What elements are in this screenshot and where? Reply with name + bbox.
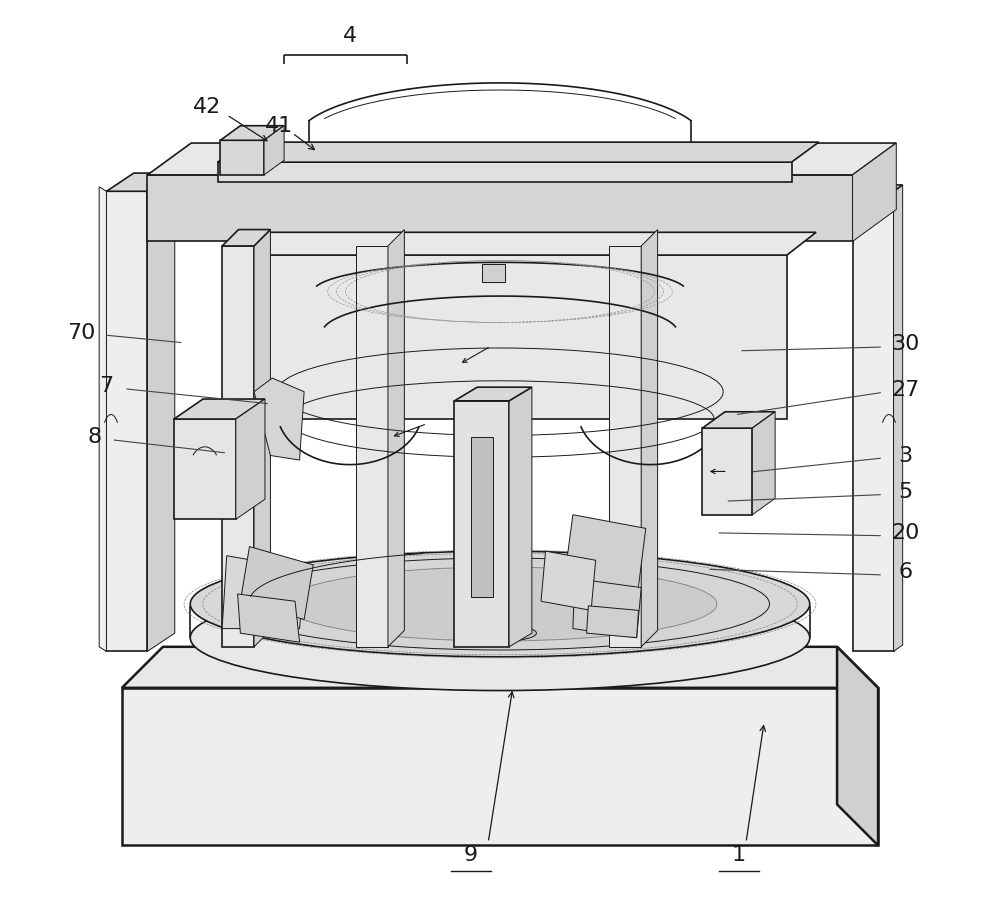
Polygon shape — [837, 647, 878, 845]
Polygon shape — [174, 399, 265, 419]
Ellipse shape — [283, 567, 717, 641]
Polygon shape — [853, 143, 896, 241]
Ellipse shape — [190, 551, 810, 657]
Text: 70: 70 — [67, 322, 95, 343]
Polygon shape — [220, 140, 264, 175]
Text: 8: 8 — [88, 427, 102, 447]
Text: 20: 20 — [891, 523, 920, 543]
Text: 1: 1 — [732, 844, 746, 865]
Text: 3: 3 — [898, 445, 912, 466]
Text: 9: 9 — [464, 844, 478, 865]
Polygon shape — [356, 246, 388, 647]
Text: 6: 6 — [898, 562, 912, 582]
Polygon shape — [471, 437, 493, 597]
Text: 27: 27 — [891, 380, 920, 400]
Polygon shape — [238, 594, 300, 642]
Polygon shape — [894, 185, 903, 651]
Polygon shape — [236, 399, 265, 519]
Polygon shape — [587, 606, 638, 638]
Polygon shape — [174, 419, 236, 519]
Text: 42: 42 — [193, 97, 221, 118]
Polygon shape — [264, 126, 284, 175]
Polygon shape — [609, 246, 641, 647]
Polygon shape — [147, 143, 896, 175]
Polygon shape — [388, 230, 404, 647]
Polygon shape — [218, 162, 792, 182]
Text: 7: 7 — [99, 376, 114, 396]
Polygon shape — [853, 185, 903, 191]
Polygon shape — [564, 515, 646, 601]
Polygon shape — [702, 412, 775, 428]
Text: 41: 41 — [265, 116, 294, 136]
Ellipse shape — [231, 558, 769, 650]
Text: 30: 30 — [891, 334, 920, 354]
Polygon shape — [254, 230, 270, 647]
Polygon shape — [541, 551, 596, 610]
Polygon shape — [147, 175, 853, 241]
Polygon shape — [573, 578, 641, 638]
Polygon shape — [222, 230, 270, 246]
Ellipse shape — [190, 585, 810, 691]
Polygon shape — [122, 688, 878, 845]
Polygon shape — [454, 401, 509, 647]
Polygon shape — [222, 246, 254, 647]
Polygon shape — [702, 428, 752, 515]
Polygon shape — [99, 187, 106, 651]
Polygon shape — [641, 230, 658, 647]
Polygon shape — [240, 547, 313, 619]
Polygon shape — [231, 255, 787, 419]
Polygon shape — [106, 173, 175, 191]
Polygon shape — [254, 378, 304, 460]
Ellipse shape — [464, 625, 536, 641]
Polygon shape — [147, 173, 175, 651]
Polygon shape — [853, 191, 894, 651]
Polygon shape — [752, 412, 775, 515]
Polygon shape — [482, 264, 505, 282]
Polygon shape — [231, 232, 816, 255]
Polygon shape — [220, 126, 284, 140]
Polygon shape — [454, 387, 532, 401]
Text: 5: 5 — [898, 482, 913, 502]
Polygon shape — [122, 647, 878, 688]
Polygon shape — [106, 191, 147, 651]
Polygon shape — [222, 556, 304, 629]
Polygon shape — [509, 387, 532, 647]
Polygon shape — [218, 142, 819, 162]
Text: 4: 4 — [343, 26, 357, 46]
